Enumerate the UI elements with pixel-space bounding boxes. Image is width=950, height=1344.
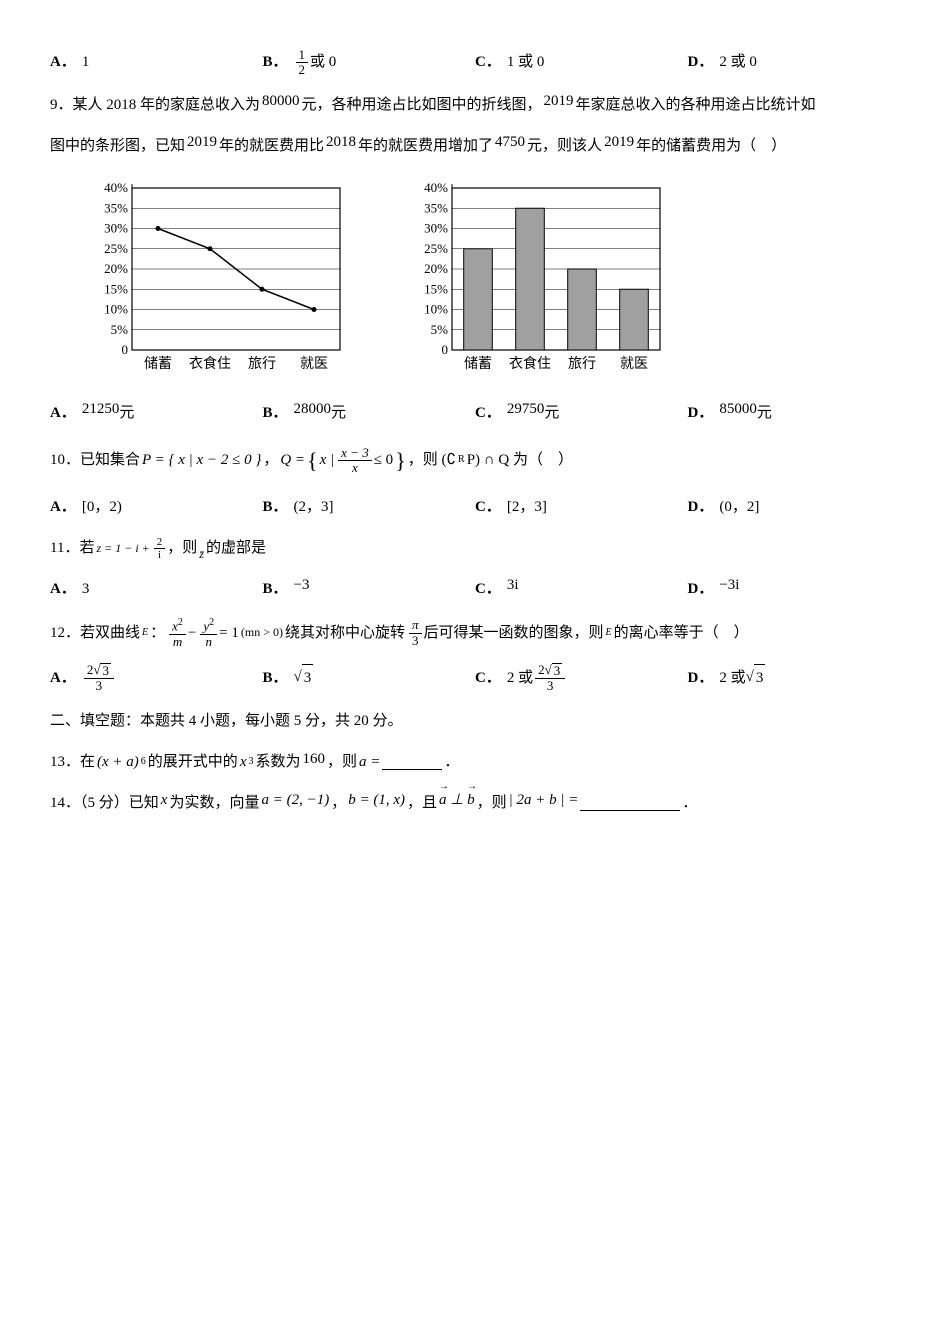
q9-line1: 9．某人 2018 年的家庭总收入为 80000 元，各种用途占比如图中的折线图…: [50, 92, 900, 119]
svg-text:衣食住: 衣食住: [189, 355, 231, 372]
q12-frac-x: x2m: [169, 617, 186, 649]
section2-title: 二、填空题：本题共 4 小题，每小题 5 分，共 20 分。: [50, 708, 900, 735]
q9-opt-b: B．28000元: [263, 400, 476, 427]
q10: 10．已知集合 P = { x | x − 2 ≤ 0 } ， Q = { x …: [50, 441, 900, 481]
svg-text:5%: 5%: [111, 321, 129, 336]
svg-text:0: 0: [122, 342, 129, 357]
q11-options: A．3 B．−3 C．3i D．−3i: [50, 576, 900, 603]
label-c: C．: [475, 49, 501, 76]
svg-text:旅行: 旅行: [568, 356, 596, 372]
q12: 12．若双曲线 E ： x2m − y2n = 1 (mn > 0) 绕其对称中…: [50, 617, 900, 649]
q11-opt-c: C．3i: [475, 576, 688, 603]
q10-options: A．[0，2) B．(2，3] C．[2，3] D．(0，2]: [50, 494, 900, 521]
q8-options: A．1 B． 12 或 0 C．1 或 0 D．2 或 0: [50, 48, 900, 78]
q10-opt-b: B．(2，3]: [263, 494, 476, 521]
q8-opt-b: B． 12 或 0: [263, 48, 476, 78]
q10-opt-d: D．(0，2]: [688, 494, 901, 521]
label-b: B．: [263, 49, 288, 76]
q12-opt-c: C．2 或 233: [475, 663, 688, 694]
label-a: A．: [50, 49, 76, 76]
svg-text:衣食住: 衣食住: [509, 355, 551, 372]
bar-chart: 40% 35% 30% 25% 20% 15% 10% 5% 0 储蓄 衣食住 旅行 就医: [410, 180, 670, 380]
blank-q13: [382, 754, 442, 770]
q9-opt-a: A．21250元: [50, 400, 263, 427]
blank-q14: [580, 795, 680, 811]
svg-text:就医: 就医: [300, 356, 328, 372]
svg-text:15%: 15%: [104, 281, 128, 296]
svg-text:35%: 35%: [104, 200, 128, 215]
q11: 11．若 z = 1 − i + 2i ，则 z̄ 的虚部是: [50, 535, 900, 562]
svg-text:0: 0: [442, 342, 449, 357]
q11-opt-b: B．−3: [263, 576, 476, 603]
svg-text:5%: 5%: [431, 321, 449, 336]
q12-opt-a: A． 233: [50, 663, 263, 694]
svg-text:旅行: 旅行: [248, 356, 276, 372]
q8-opt-c: C．1 或 0: [475, 48, 688, 78]
q12-frac-y: y2n: [200, 617, 217, 649]
svg-text:储蓄: 储蓄: [464, 356, 492, 372]
q12-frac-pi: π3: [409, 618, 422, 648]
chart-pair: 40% 35% 30% 25% 20% 15% 10% 5% 0 储蓄 衣食住 旅行 就医 40% 35%…: [90, 180, 900, 380]
svg-text:就医: 就医: [620, 356, 648, 372]
q11-opt-d: D．−3i: [688, 576, 901, 603]
svg-text:20%: 20%: [424, 261, 448, 276]
svg-text:30%: 30%: [104, 220, 128, 235]
q10-opt-a: A．[0，2): [50, 494, 263, 521]
q11-opt-a: A．3: [50, 576, 263, 603]
q13: 13．在 (x + a)6 的展开式中的 x3 系数为 160 ，则 a = ．: [50, 749, 900, 776]
q12-opt-b: B．3: [263, 663, 476, 694]
svg-text:10%: 10%: [104, 301, 128, 316]
svg-text:40%: 40%: [104, 180, 128, 195]
q9-opt-c: C．29750元: [475, 400, 688, 427]
q9-line2: 图中的条形图，已知 2019 年的就医费用比 2018 年的就医费用增加了 47…: [50, 133, 900, 160]
q11-frac: 2i: [154, 536, 166, 561]
svg-text:35%: 35%: [424, 200, 448, 215]
svg-text:15%: 15%: [424, 281, 448, 296]
q8-opt-d: D．2 或 0: [688, 48, 901, 78]
q10-frac: x − 3x: [338, 446, 372, 476]
svg-text:25%: 25%: [424, 240, 448, 255]
svg-text:储蓄: 储蓄: [144, 356, 172, 372]
svg-text:40%: 40%: [424, 180, 448, 195]
svg-text:20%: 20%: [104, 261, 128, 276]
q12-options: A． 233 B．3 C．2 或 233 D．2 或3: [50, 663, 900, 694]
svg-text:25%: 25%: [104, 240, 128, 255]
svg-text:30%: 30%: [424, 220, 448, 235]
q9-opt-d: D．85000元: [688, 400, 901, 427]
frac-half: 12: [296, 48, 309, 78]
svg-text:10%: 10%: [424, 301, 448, 316]
line-chart: 40% 35% 30% 25% 20% 15% 10% 5% 0 储蓄 衣食住 旅行 就医: [90, 180, 350, 380]
q9-options: A．21250元 B．28000元 C．29750元 D．85000元: [50, 400, 900, 427]
q8-opt-a: A．1: [50, 48, 263, 78]
q14: 14．（5 分）已知 x 为实数，向量 a = (2, −1) ， b = (1…: [50, 790, 900, 817]
q12-opt-d: D．2 或3: [688, 663, 901, 694]
q10-opt-c: C．[2，3]: [475, 494, 688, 521]
label-d: D．: [688, 49, 714, 76]
